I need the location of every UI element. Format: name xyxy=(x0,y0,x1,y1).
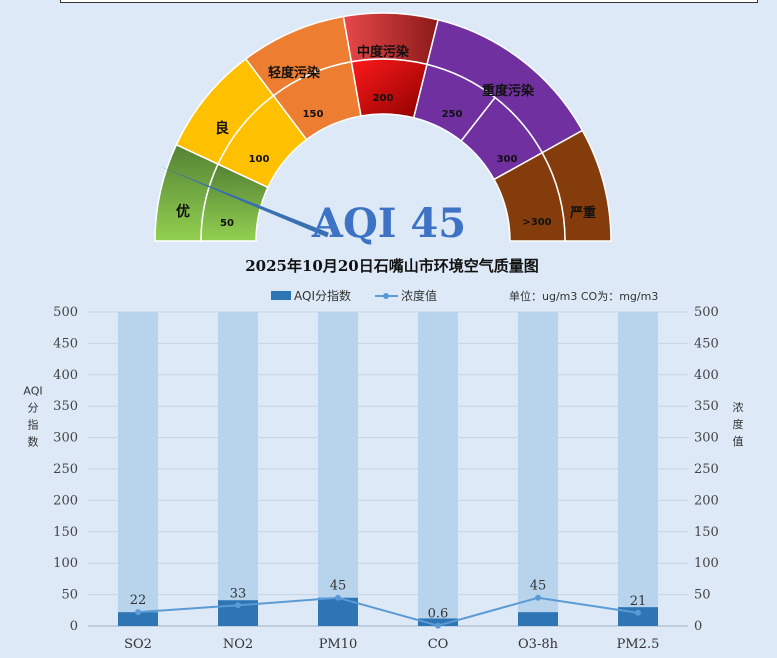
gauge-label-medium: 中度污染 xyxy=(357,44,410,60)
left-tick-label: 400 xyxy=(53,368,78,383)
legend-bar-label: AQI分指数 xyxy=(294,288,351,303)
background-bar xyxy=(118,312,158,626)
aqi-gauge: 优 良 轻度污染 中度污染 重度污染 严重 50 100 150 200 250… xyxy=(154,12,612,247)
category-label: PM2.5 xyxy=(617,637,660,652)
right-tick-label: 300 xyxy=(694,431,719,446)
background-bar xyxy=(318,312,358,626)
left-tick-label: 350 xyxy=(53,399,78,414)
gauge-threshold-100: 100 xyxy=(249,154,270,165)
concentration-point xyxy=(535,594,541,601)
gauge-threshold-200: 200 xyxy=(373,93,394,104)
gauge-inner-ring xyxy=(200,58,566,242)
aqi-value-label: AQI 45 xyxy=(311,200,466,247)
category-labels: SO2 NO2 PM10 CO O3-8h PM2.5 xyxy=(124,637,659,652)
legend-line-marker xyxy=(383,293,389,299)
right-tick-label: 200 xyxy=(694,493,719,508)
left-tick-label: 100 xyxy=(53,556,78,571)
gauge-category-labels: 优 良 轻度污染 中度污染 重度污染 严重 xyxy=(176,44,596,221)
right-tick-label: 500 xyxy=(694,305,719,320)
legend-bar-swatch xyxy=(271,291,291,300)
chart-legend: AQI分指数 浓度值 单位：ug/m3 CO为：mg/m3 xyxy=(271,288,658,303)
right-tick-label: 350 xyxy=(694,399,719,414)
right-tick-label: 50 xyxy=(694,588,711,603)
background-bar xyxy=(618,312,658,626)
right-tick-label: 100 xyxy=(694,556,719,571)
gauge-label-heavy: 重度污染 xyxy=(482,83,535,99)
top-table-edge xyxy=(60,0,758,3)
gauge-needle xyxy=(159,166,329,238)
data-label: 33 xyxy=(230,586,247,601)
data-label: 21 xyxy=(630,594,647,609)
right-tick-label: 0 xyxy=(694,619,702,634)
concentration-polyline xyxy=(137,596,639,627)
gauge-label-moderate: 良 xyxy=(215,120,229,137)
background-bars xyxy=(118,312,658,626)
gauge-label-light: 轻度污染 xyxy=(268,65,321,81)
right-tick-label: 450 xyxy=(694,336,719,351)
background-bar xyxy=(218,312,258,626)
gauge-label-good: 优 xyxy=(176,203,190,220)
concentration-point xyxy=(635,609,641,616)
category-label: O3-8h xyxy=(518,637,559,652)
data-labels: 22 33 45 0.6 45 21 xyxy=(130,579,647,622)
background-bar xyxy=(518,312,558,626)
chart-title: 2025年10月20日石嘴山市环境空气质量图 xyxy=(245,257,539,275)
gauge-label-severe: 严重 xyxy=(569,205,596,221)
left-axis-title: AQI 分指数 xyxy=(23,385,42,449)
gauge-inner-seg-6 xyxy=(493,151,566,242)
data-label: 45 xyxy=(330,579,347,594)
legend-line-label: 浓度值 xyxy=(401,288,437,303)
right-tick-label: 400 xyxy=(694,368,719,383)
left-tick-label: 200 xyxy=(53,493,78,508)
concentration-point xyxy=(235,602,241,609)
data-label: 45 xyxy=(530,579,547,594)
left-tick-label: 500 xyxy=(53,305,78,320)
left-tick-label: 150 xyxy=(53,525,78,540)
aqi-bar xyxy=(118,612,158,626)
data-label: 22 xyxy=(130,593,147,608)
gauge-threshold-over-300: >300 xyxy=(522,217,551,228)
right-axis-ticks: 0 50 100 150 200 250 300 350 400 450 500 xyxy=(694,305,719,634)
chart-gridlines xyxy=(88,311,688,627)
data-label: 0.6 xyxy=(428,607,449,622)
left-tick-label: 0 xyxy=(70,619,78,634)
background-bar xyxy=(418,312,458,626)
left-tick-label: 300 xyxy=(53,431,78,446)
left-tick-label: 450 xyxy=(53,336,78,351)
right-tick-label: 250 xyxy=(694,462,719,477)
unit-note: 单位：ug/m3 CO为：mg/m3 xyxy=(509,289,658,303)
aqi-bar xyxy=(518,612,558,626)
left-tick-label: 250 xyxy=(53,462,78,477)
concentration-point xyxy=(435,622,441,629)
gauge-threshold-50: 50 xyxy=(220,218,234,229)
category-label: PM10 xyxy=(319,637,358,652)
concentration-point xyxy=(135,609,141,616)
category-label: SO2 xyxy=(124,637,152,652)
left-axis-ticks: 0 50 100 150 200 250 300 350 400 450 500 xyxy=(53,305,78,634)
gauge-threshold-labels: 50 100 150 200 250 300 >300 xyxy=(220,93,552,229)
gauge-threshold-250: 250 xyxy=(442,109,463,120)
left-tick-label: 50 xyxy=(61,588,78,603)
concentration-point xyxy=(335,594,341,601)
right-tick-label: 150 xyxy=(694,525,719,540)
category-label: NO2 xyxy=(223,637,253,652)
gauge-threshold-150: 150 xyxy=(303,109,324,120)
right-axis-title: 浓度值 xyxy=(733,401,744,448)
gauge-threshold-300: 300 xyxy=(497,154,518,165)
aqi-bar xyxy=(418,618,458,626)
concentration-line xyxy=(135,594,641,629)
category-label: CO xyxy=(428,637,449,652)
